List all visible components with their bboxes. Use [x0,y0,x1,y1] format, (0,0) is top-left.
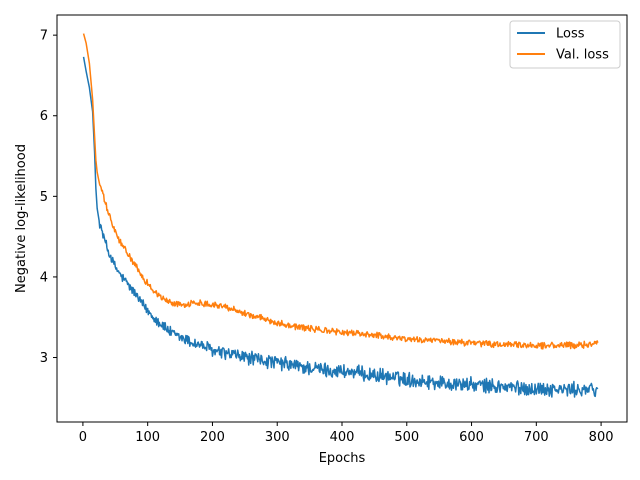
x-tick-label: 0 [79,430,87,445]
x-tick-label: 400 [330,430,355,445]
x-tick-label: 300 [265,430,290,445]
legend-label-loss: Loss [556,27,585,42]
plot-frame [56,14,628,423]
x-tick-label: 100 [135,430,160,445]
loss-line [82,56,599,398]
y-axis-ticks: 3 4 5 6 7 [40,29,57,366]
val-loss-line [82,33,599,350]
legend-label-val-loss: Val. loss [556,48,609,63]
legend: Loss Val. loss [509,20,621,69]
y-tick-label: 7 [40,29,48,44]
x-tick-label: 700 [524,430,549,445]
plot-lines [82,33,599,398]
y-tick-label: 3 [40,351,48,366]
x-tick-label: 600 [459,430,484,445]
x-tick-label: 200 [200,430,225,445]
x-tick-label: 500 [394,430,419,445]
y-tick-label: 5 [40,190,48,205]
x-tick-label: 800 [589,430,614,445]
y-axis-label: Negative log-likelihood [14,144,29,293]
x-axis-ticks: 0 100 200 300 400 500 600 700 800 [79,422,614,445]
y-tick-label: 6 [40,109,48,124]
x-axis-label: Epochs [319,451,366,466]
y-tick-label: 4 [40,270,48,285]
